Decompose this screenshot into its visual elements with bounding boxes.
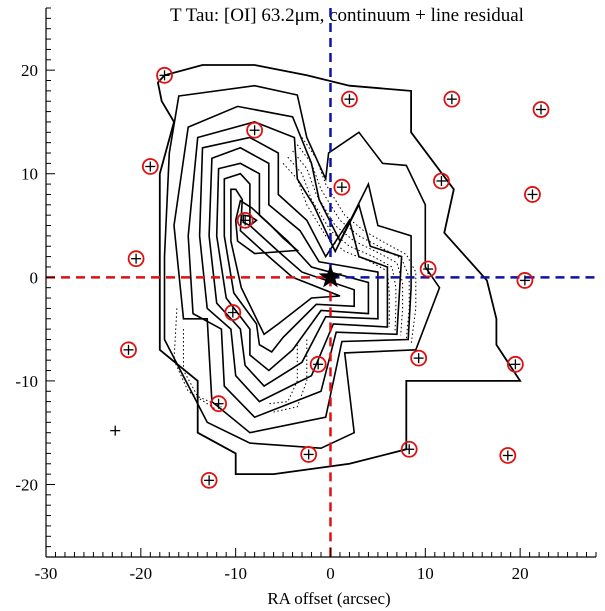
- x-ticks: -30 -20 -10 0 10 20: [35, 548, 597, 583]
- contours-solid: [156, 64, 522, 476]
- spaxel-marker: [127, 250, 145, 268]
- spaxel-marker: [341, 90, 358, 108]
- spaxel-circle: [120, 341, 137, 359]
- spaxel-circle: [443, 90, 461, 108]
- spaxel-marker: [499, 447, 517, 464]
- contour-solid: [223, 172, 356, 353]
- star-marker: [318, 264, 343, 288]
- spaxel-circle: [236, 211, 254, 229]
- contour-solid: [215, 162, 370, 372]
- spaxel-circle: [156, 66, 173, 84]
- spaxel-circle: [499, 447, 517, 464]
- spaxel-circle: [341, 90, 358, 108]
- star-icon: [318, 264, 343, 288]
- y-tick-label: -20: [15, 475, 38, 494]
- contour-dotted: [287, 156, 397, 332]
- y-tick-label: -10: [15, 372, 38, 391]
- spaxel-circle: [506, 355, 524, 373]
- contour-dotted: [183, 329, 222, 408]
- spaxel-circle: [333, 178, 351, 196]
- spaxel-marker: [120, 341, 137, 359]
- x-tick-label: -20: [129, 564, 152, 583]
- spaxel-circle: [141, 158, 159, 175]
- contours-dotted: [173, 137, 417, 413]
- contour-solid: [173, 105, 412, 434]
- spaxel-marker: [524, 186, 541, 203]
- plot-frame: [45, 8, 596, 558]
- spaxel-marker: [141, 158, 159, 175]
- contour-solid: [242, 214, 258, 227]
- contour-dotted: [282, 163, 390, 327]
- spaxel-marker: [300, 446, 318, 463]
- reference-lines: [46, 8, 596, 557]
- x-axis-title: RA offset (arcsec): [267, 589, 390, 608]
- spaxel-marker: [309, 355, 327, 373]
- spaxel-marker: [333, 178, 351, 196]
- spaxel-marker: [400, 440, 418, 458]
- chart-title: T Tau: [OI] 63.2μm, continuum + line res…: [170, 5, 524, 26]
- spaxel-marker: [433, 172, 450, 190]
- spaxel-marker: [419, 260, 437, 278]
- spaxel-circle: [410, 349, 428, 367]
- spaxel-circle: [300, 446, 318, 463]
- spaxel-circle: [200, 471, 218, 489]
- x-tick-label: -30: [35, 564, 58, 583]
- spaxel-circle: [524, 186, 541, 203]
- x-tick-label: 10: [417, 564, 434, 583]
- spaxel-circle: [400, 440, 418, 458]
- spaxel-marker: [506, 355, 524, 373]
- spaxel-marker: [200, 471, 218, 489]
- spaxel-circle: [433, 172, 450, 190]
- spaxel-marker: [516, 272, 534, 289]
- x-tick-label: 0: [326, 564, 335, 583]
- contour-solid: [156, 64, 522, 476]
- spaxel-circle: [127, 250, 145, 268]
- contour-dotted: [273, 339, 308, 413]
- spaxel-marker: [410, 349, 428, 367]
- spaxel-circle: [309, 355, 327, 373]
- contour-solid: [208, 146, 379, 388]
- spaxel-marker: [246, 121, 264, 139]
- contour-solid: [198, 136, 389, 403]
- spaxel-circle: [532, 101, 550, 118]
- spaxel-marker: [210, 395, 227, 413]
- spaxel-marker: [110, 425, 121, 436]
- contour-solid: [163, 84, 441, 450]
- contour-solid: [230, 188, 341, 336]
- spaxel-marker: [224, 304, 242, 321]
- contour-dotted: [301, 137, 417, 345]
- spaxel-circle: [210, 395, 227, 413]
- contour-dotted: [296, 144, 410, 340]
- spaxel-circle: [246, 121, 264, 139]
- contour-solid: [234, 199, 300, 255]
- contour-dotted: [292, 150, 404, 336]
- spaxel-marker: [532, 101, 550, 118]
- spaxel-marker: [443, 90, 461, 108]
- spaxel-marker: [156, 66, 173, 84]
- y-ticks: -20 -10 0 10 20: [15, 7, 55, 558]
- spaxel-markers: [110, 66, 550, 489]
- contour-dotted: [268, 344, 298, 405]
- x-tick-label: 20: [512, 564, 529, 583]
- y-tick-label: 20: [21, 61, 38, 80]
- x-tick-label: -10: [224, 564, 247, 583]
- y-tick-label: 10: [21, 165, 38, 184]
- spaxel-circle: [516, 272, 534, 289]
- spaxel-circle: [419, 260, 437, 278]
- contour-dotted: [173, 308, 217, 411]
- spaxel-circle: [224, 304, 242, 321]
- spaxel-marker: [236, 211, 254, 229]
- contour-solid: [187, 121, 403, 419]
- y-tick-label: 0: [30, 268, 39, 287]
